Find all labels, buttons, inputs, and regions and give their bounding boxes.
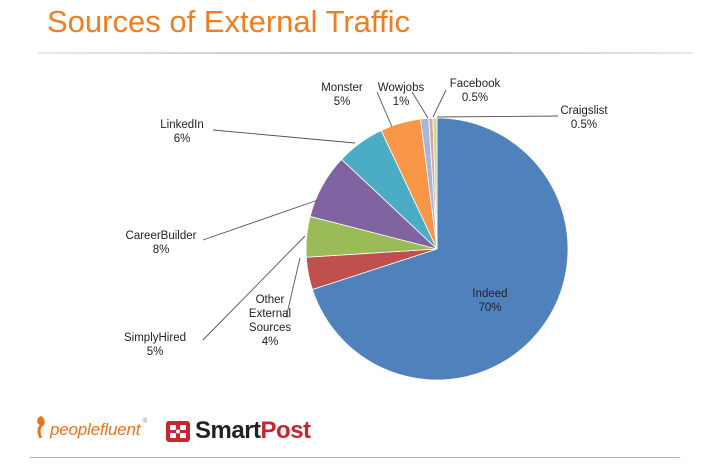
pie-slices: [305, 117, 569, 381]
slice-label-wowjobs: Wowjobs 1%: [378, 82, 425, 108]
leader-line-careerbuilder: [202, 199, 319, 241]
slice-label-craigslist: Craigslist 0.5%: [560, 105, 608, 131]
peoplefluent-wordmark: peoplefluent: [50, 420, 141, 439]
slice-value-label: 8%: [153, 244, 170, 256]
slice-label-monster: Monster 5%: [321, 82, 363, 108]
slice-value-label: 5%: [334, 96, 351, 108]
slice-labels: Indeed 70% Other External Sources 4% SimplyHir…: [124, 78, 608, 358]
leader-line-facebook: [432, 89, 447, 118]
leader-line-craigslist: [436, 115, 559, 118]
slice-label-text: Sources: [249, 322, 291, 334]
slice-label-linkedin: LinkedIn 6%: [160, 119, 203, 145]
smartpost-logo: SmartPost: [165, 414, 311, 448]
slice-label-text: Indeed: [472, 288, 507, 300]
slice-value-label: 70%: [478, 302, 501, 314]
slice-label-other-external-sources: Other External Sources 4%: [249, 294, 291, 348]
registered-mark: ®: [142, 418, 148, 425]
slice-label-text: Craigslist: [560, 105, 608, 117]
slice-label-text: Facebook: [450, 78, 501, 90]
leader-line-linkedin: [212, 129, 356, 144]
pie-slice-indeed: [311, 117, 569, 381]
slice-label-text: External: [249, 308, 291, 320]
slice-label-text: LinkedIn: [160, 119, 203, 131]
slice-value-label: 0.5%: [462, 92, 488, 104]
slice-label-text: Wowjobs: [378, 82, 425, 94]
slice-value-label: 5%: [147, 346, 164, 358]
slide-title: Sources of External Traffic: [47, 4, 410, 39]
peoplefluent-logo: peoplefluent ®: [34, 410, 147, 440]
slice-label-indeed: Indeed 70%: [472, 288, 507, 314]
slice-label-careerbuilder: CareerBuilder 8%: [126, 230, 197, 256]
peoplefluent-mark-icon: [37, 416, 45, 438]
slice-label-text: CareerBuilder: [126, 230, 197, 242]
slice-label-simplyhired: SimplyHired 5%: [124, 332, 186, 358]
leader-line-monster: [376, 91, 393, 128]
slice-label-text: Monster: [321, 82, 363, 94]
slice-value-label: 4%: [262, 336, 279, 348]
leader-lines: [202, 89, 559, 341]
slice-label-facebook: Facebook 0.5%: [450, 78, 501, 104]
leader-line-wowjobs: [411, 91, 429, 119]
leader-line-simplyhired: [202, 235, 306, 341]
pie-slice-craigslist: [432, 117, 438, 250]
slice-value-label: 6%: [174, 133, 191, 145]
slice-label-text: SimplyHired: [124, 332, 186, 344]
footer-divider: [30, 457, 680, 458]
slice-value-label: 0.5%: [571, 119, 597, 131]
slice-label-text: Other: [256, 294, 285, 306]
smartpost-wordmark: SmartPost: [195, 417, 311, 444]
title-divider: [38, 52, 693, 54]
slice-value-label: 1%: [393, 96, 410, 108]
smartpost-mark-icon: [166, 421, 190, 442]
leader-line-other-external-sources: [285, 257, 301, 319]
